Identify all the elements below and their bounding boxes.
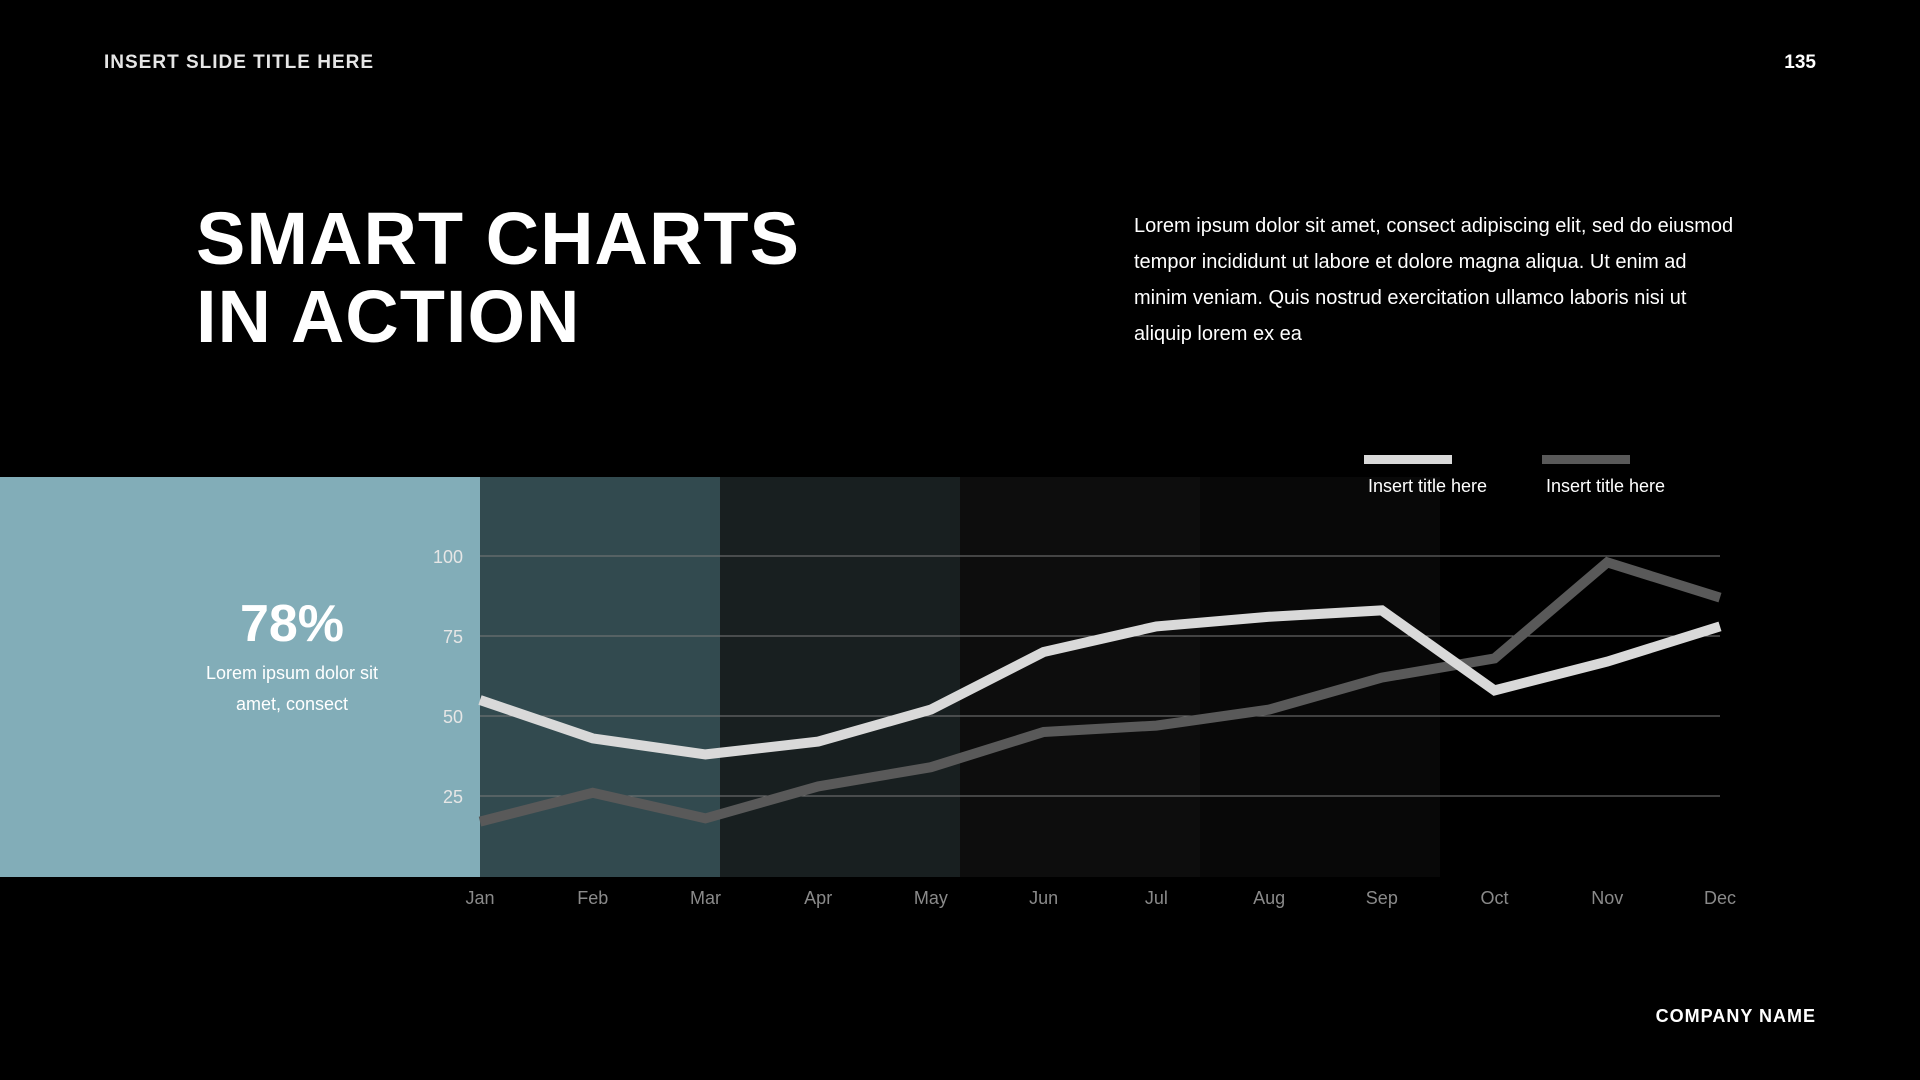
company-name: COMPANY NAME bbox=[1655, 1006, 1816, 1026]
y-tick-label: 75 bbox=[443, 627, 463, 647]
y-tick-label: 50 bbox=[443, 707, 463, 727]
headline: SMART CHARTS IN ACTION bbox=[196, 200, 800, 356]
legend-swatch-2 bbox=[1542, 455, 1630, 464]
x-tick-label: Jun bbox=[1029, 888, 1058, 908]
series-line-2 bbox=[478, 556, 1722, 827]
slide-title: INSERT SLIDE TITLE HERE bbox=[104, 52, 375, 73]
y-tick-label: 25 bbox=[443, 787, 463, 807]
x-tick-label: Nov bbox=[1591, 888, 1623, 908]
x-tick-label: Apr bbox=[804, 888, 832, 908]
x-tick-label: Sep bbox=[1366, 888, 1398, 908]
x-tick-label: Feb bbox=[577, 888, 608, 908]
x-tick-label: Jul bbox=[1145, 888, 1168, 908]
headline-line-1: SMART CHARTS bbox=[196, 197, 800, 280]
chart-band bbox=[1440, 477, 1720, 877]
stat-caption: Lorem ipsum dolor sit amet, consect bbox=[205, 663, 379, 714]
page-number: 135 bbox=[1784, 52, 1816, 73]
x-tick-label: Jan bbox=[465, 888, 494, 908]
legend-label-2: Insert title here bbox=[1546, 476, 1665, 496]
x-tick-label: Dec bbox=[1704, 888, 1736, 908]
x-tick-label: Mar bbox=[690, 888, 721, 908]
stat-panel bbox=[0, 477, 480, 877]
x-tick-label: Aug bbox=[1253, 888, 1285, 908]
headline-line-2: IN ACTION bbox=[196, 275, 581, 358]
x-tick-label: May bbox=[914, 888, 948, 908]
legend-swatch-1 bbox=[1364, 455, 1452, 464]
y-tick-label: 100 bbox=[433, 547, 463, 567]
body-text: Lorem ipsum dolor sit amet, consect adip… bbox=[1134, 215, 1734, 345]
stat-value: 78% bbox=[239, 595, 345, 653]
chart-band bbox=[720, 477, 960, 877]
series-line-1 bbox=[478, 605, 1722, 760]
legend-label-1: Insert title here bbox=[1368, 476, 1487, 496]
x-tick-label: Oct bbox=[1481, 888, 1509, 908]
